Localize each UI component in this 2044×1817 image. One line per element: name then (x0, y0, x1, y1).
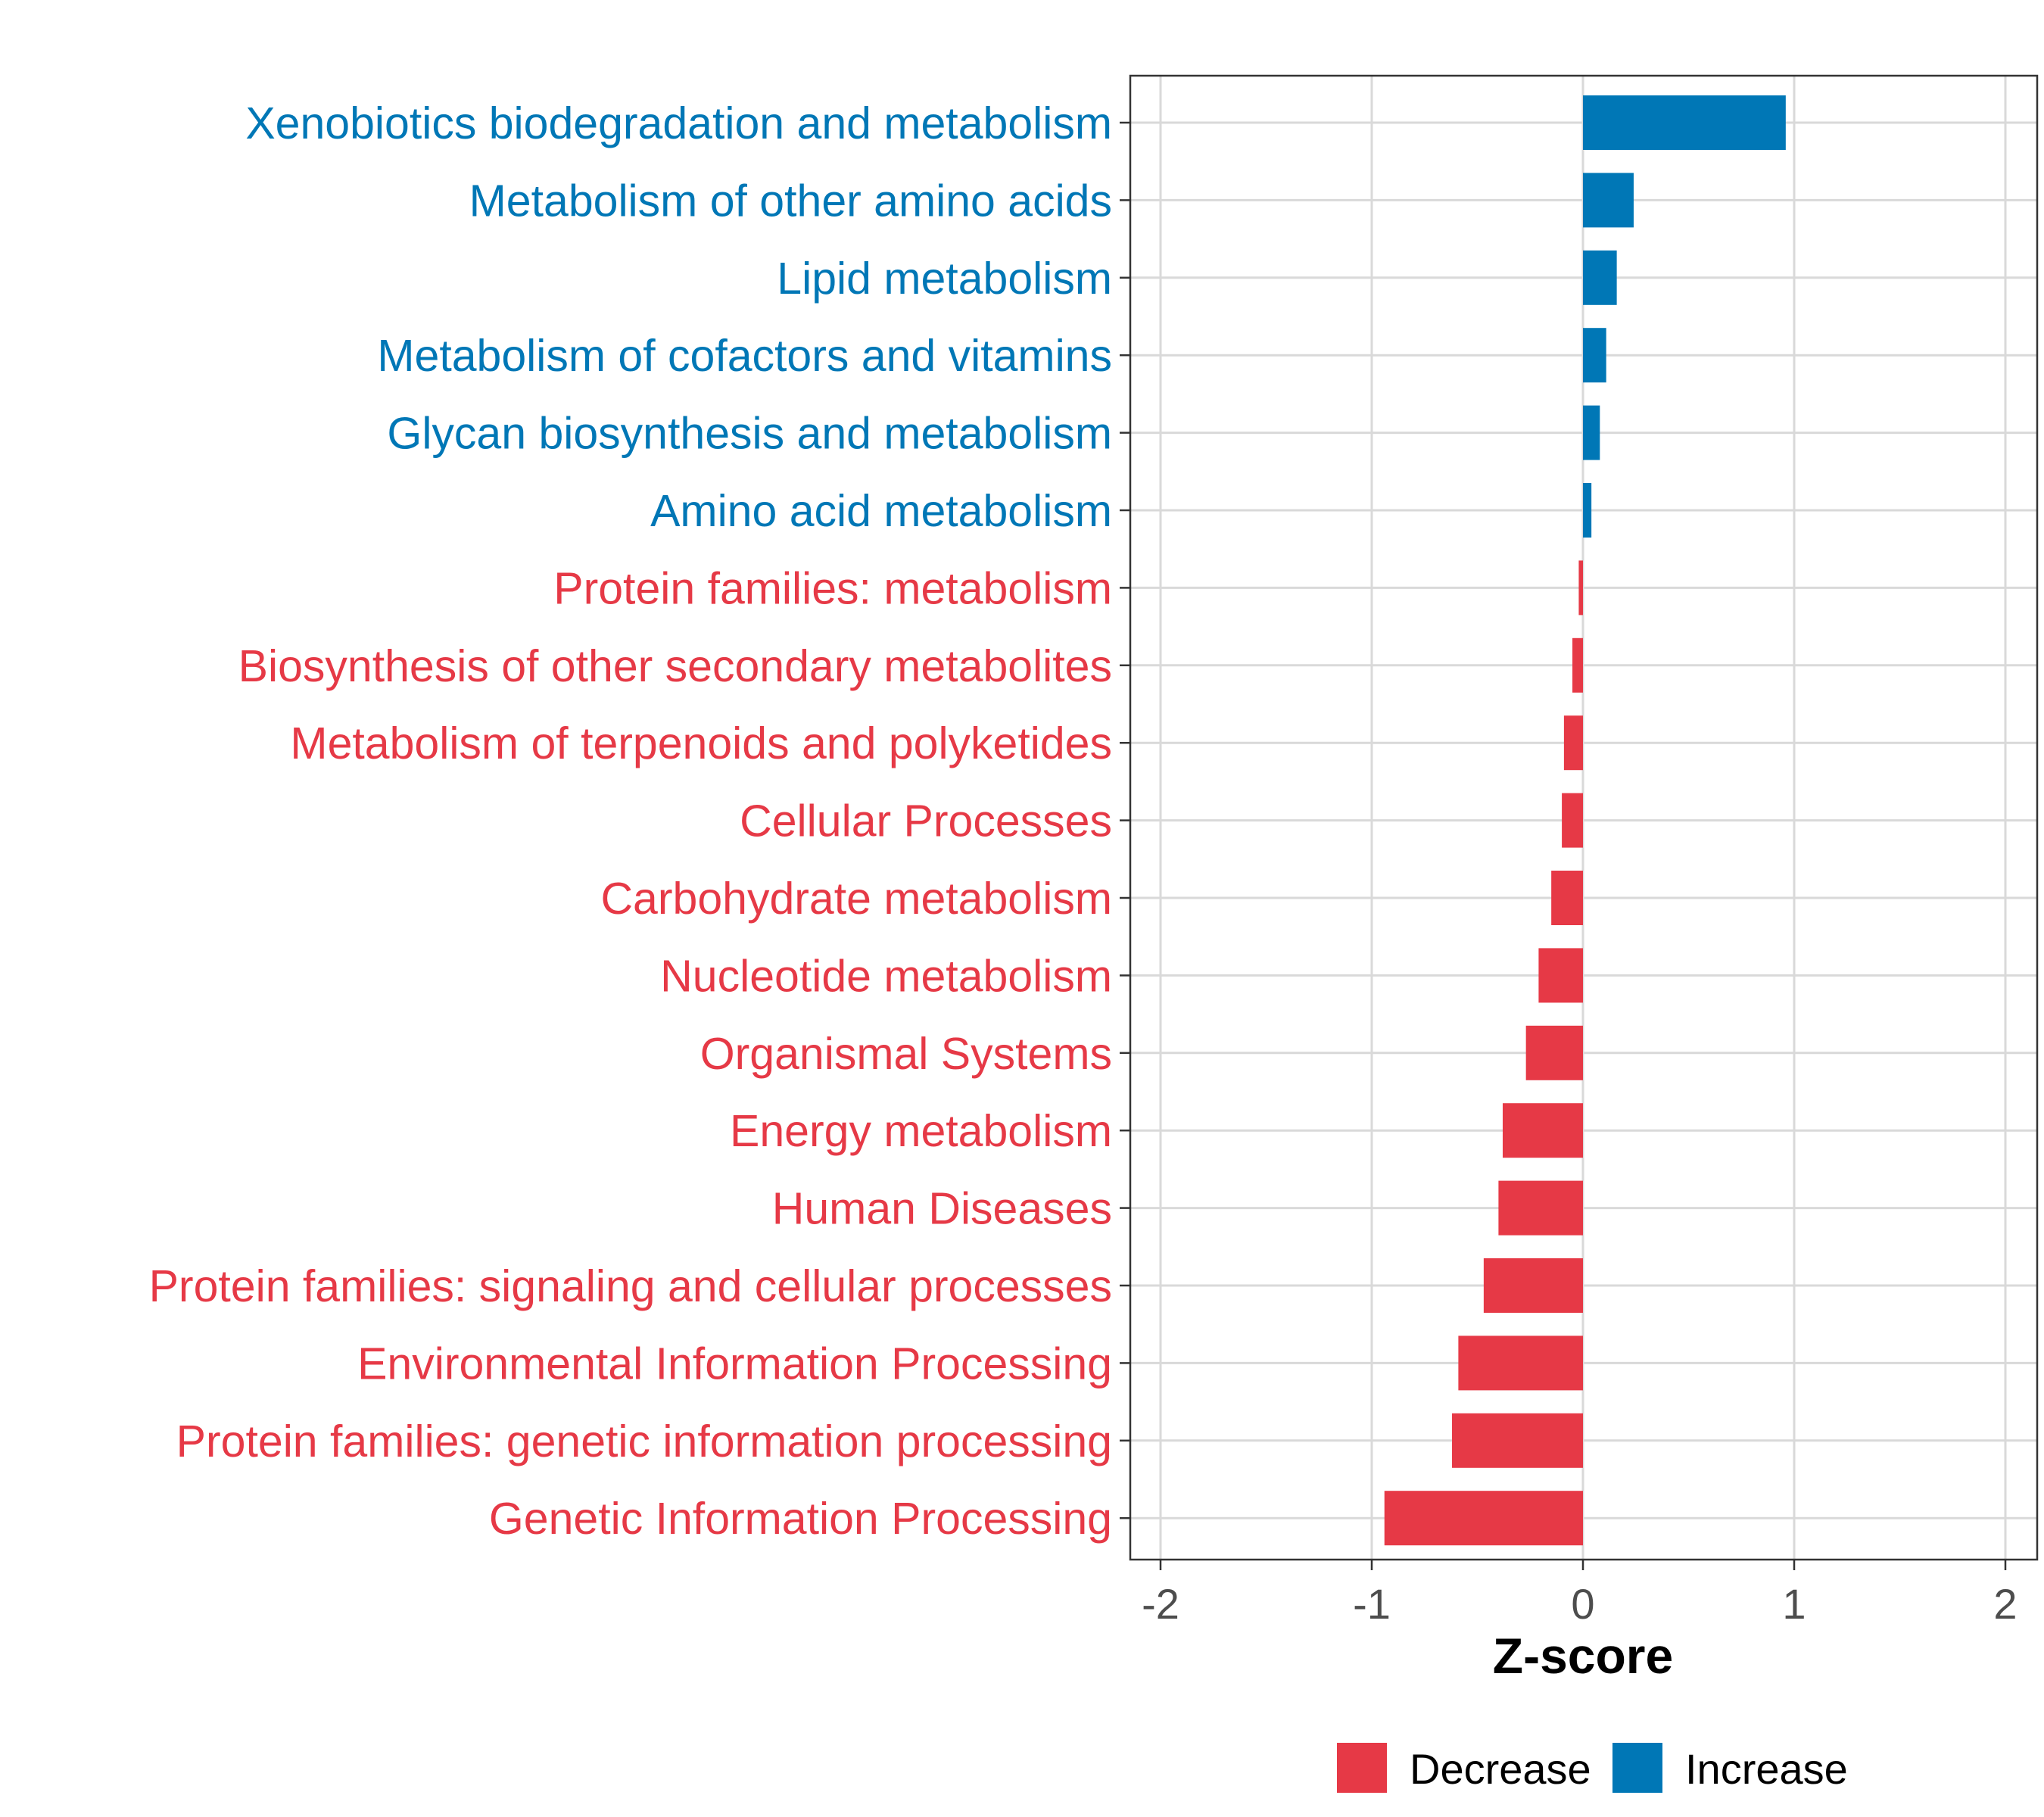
y-category-label: Xenobiotics biodegradation and metabolis… (245, 98, 1112, 148)
y-axis-labels: Xenobiotics biodegradation and metabolis… (149, 98, 1112, 1544)
y-category-label: Metabolism of other amino acids (469, 176, 1112, 226)
bar (1583, 173, 1634, 228)
y-category-label: Glycan biosynthesis and metabolism (387, 409, 1112, 459)
x-tick-label: -2 (1142, 1580, 1179, 1628)
legend-swatch-increase (1612, 1743, 1662, 1793)
y-category-label: Metabolism of cofactors and vitamins (377, 331, 1112, 381)
legend-label-decrease: Decrease (1410, 1745, 1591, 1793)
x-axis-labels: -2 -1 0 1 2 (1142, 1580, 2017, 1628)
x-axis-ticks (1159, 1560, 2007, 1570)
bar (1583, 328, 1606, 383)
bar (1384, 1491, 1583, 1546)
bar (1572, 637, 1583, 693)
bar (1583, 483, 1592, 538)
legend-label-increase: Increase (1685, 1745, 1848, 1793)
bar (1583, 95, 1786, 150)
y-category-label: Protein families: metabolism (553, 563, 1112, 613)
y-category-label: Genetic Information Processing (489, 1494, 1112, 1544)
bar (1583, 405, 1600, 460)
x-tick-label: 0 (1571, 1580, 1594, 1628)
bar (1538, 948, 1583, 1003)
legend-swatch-decrease (1337, 1743, 1387, 1793)
y-category-label: Amino acid metabolism (650, 486, 1112, 536)
x-tick-label: 2 (1993, 1580, 2017, 1628)
bar (1502, 1103, 1583, 1158)
x-tick-label: -1 (1353, 1580, 1391, 1628)
bar (1483, 1258, 1583, 1313)
bar (1498, 1180, 1583, 1236)
y-category-label: Metabolism of terpenoids and polyketides (290, 718, 1112, 768)
y-category-label: Organismal Systems (700, 1029, 1112, 1079)
bar (1458, 1335, 1583, 1391)
y-category-label: Environmental Information Processing (357, 1339, 1112, 1388)
y-category-label: Protein families: signaling and cellular… (149, 1261, 1112, 1311)
y-category-label: Human Diseases (772, 1184, 1112, 1234)
bar (1525, 1025, 1583, 1080)
bar (1583, 250, 1617, 305)
legend: Decrease Increase (1337, 1743, 1848, 1793)
bar-layer (1384, 95, 1786, 1546)
bar (1563, 715, 1583, 771)
y-category-label: Biosynthesis of other secondary metaboli… (238, 641, 1112, 691)
y-category-label: Protein families: genetic information pr… (176, 1417, 1112, 1466)
y-category-label: Cellular Processes (740, 796, 1112, 846)
bar (1452, 1413, 1583, 1468)
y-category-label: Lipid metabolism (777, 254, 1112, 304)
y-category-label: Nucleotide metabolism (660, 951, 1112, 1001)
x-axis-title: Z-score (1493, 1628, 1673, 1684)
bar (1551, 871, 1583, 925)
bar (1578, 560, 1583, 616)
y-category-label: Carbohydrate metabolism (600, 874, 1112, 924)
x-tick-label: 1 (1782, 1580, 1806, 1628)
bar (1562, 793, 1583, 848)
y-axis-ticks (1120, 121, 1130, 1519)
y-category-label: Energy metabolism (730, 1106, 1112, 1156)
